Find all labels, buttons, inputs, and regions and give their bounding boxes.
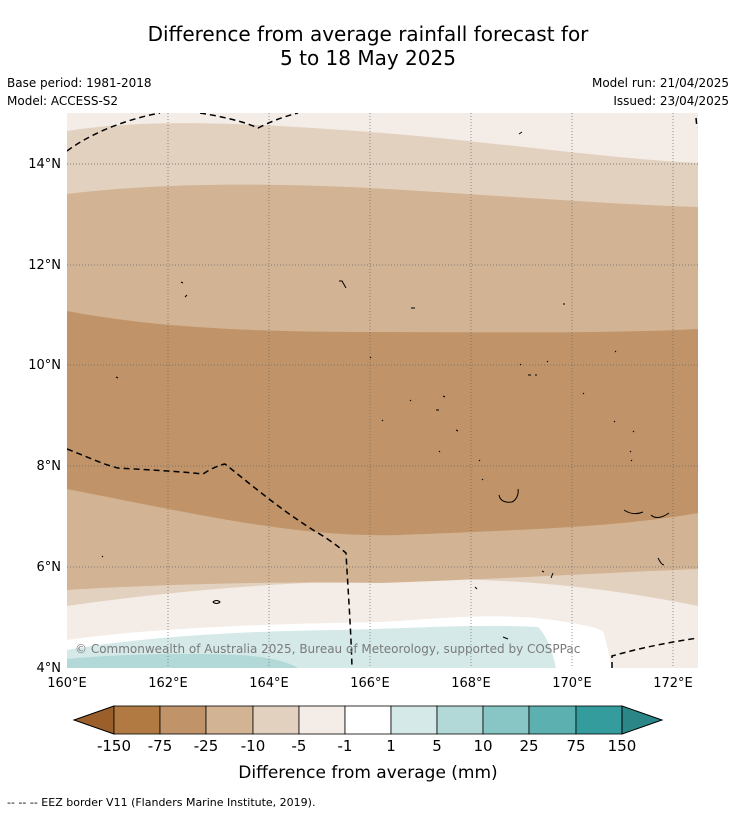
lat-tick-label: 4°N <box>37 661 62 676</box>
colorbar-tick-label: -25 <box>194 737 219 755</box>
colorbar: -150 -75 -25 -10 -5 -1 1 5 10 25 75 150 … <box>72 705 664 783</box>
colorbar-tick-label: 1 <box>386 737 396 755</box>
colorbar-bin <box>205 705 254 735</box>
island-outlines <box>101 131 670 640</box>
colorbar-bin <box>482 705 530 735</box>
colorbar-bin <box>113 705 161 735</box>
eez-borders <box>67 113 698 668</box>
copyright-notice: © Commonwealth of Australia 2025, Bureau… <box>75 642 580 656</box>
colorbar-bin <box>528 705 577 735</box>
title-line-1: Difference from average rainfall forecas… <box>147 22 589 46</box>
map-title: Difference from average rainfall forecas… <box>0 22 736 70</box>
meta-right: Model run: 21/04/2025 Issued: 23/04/2025 <box>592 74 729 110</box>
lat-axis: 14°N 12°N 10°N 8°N 6°N 4°N <box>28 157 61 676</box>
colorbar-tick-label: 10 <box>473 737 492 755</box>
lat-tick-label: 10°N <box>28 358 61 373</box>
lon-tick-label: 168°E <box>451 676 491 691</box>
rainfall-map: © Commonwealth of Australia 2025, Bureau… <box>28 113 698 783</box>
colorbar-tick-label: -150 <box>97 737 131 755</box>
issued-date: Issued: 23/04/2025 <box>613 94 729 108</box>
lon-axis: 160°E 162°E 164°E 166°E 168°E 170°E 172°… <box>47 676 693 691</box>
lat-tick-label: 8°N <box>37 459 62 474</box>
colorbar-tick-label: -75 <box>148 737 173 755</box>
colorbar-extend-high <box>621 705 664 735</box>
fill-neg75-neg25 <box>67 311 698 536</box>
model-run: Model run: 21/04/2025 <box>591 76 729 90</box>
colorbar-tick-label: 75 <box>566 737 585 755</box>
colorbar-tick-label: 5 <box>432 737 442 755</box>
lon-tick-label: 164°E <box>249 676 289 691</box>
colorbar-tick-label: 25 <box>519 737 538 755</box>
meta-left: Base period: 1981-2018 Model: ACCESS-S2 <box>7 74 152 110</box>
colorbar-tick-label: -5 <box>292 737 307 755</box>
colorbar-bin <box>436 705 484 735</box>
colorbar-tick-label: -1 <box>338 737 353 755</box>
title-line-2: 5 to 18 May 2025 <box>280 46 456 70</box>
colorbar-bin <box>390 705 438 735</box>
colorbar-label: Difference from average (mm) <box>238 763 497 783</box>
lat-tick-label: 14°N <box>28 157 61 172</box>
colorbar-tick-label: 150 <box>608 737 637 755</box>
colorbar-bin <box>344 705 392 735</box>
lon-tick-label: 170°E <box>552 676 592 691</box>
lon-tick-label: 160°E <box>47 676 87 691</box>
colorbar-bin <box>298 705 346 735</box>
fill-5-10 <box>67 654 298 668</box>
grid-lines <box>67 113 698 668</box>
lon-tick-label: 166°E <box>350 676 390 691</box>
lat-tick-label: 6°N <box>37 560 62 575</box>
contour-fills <box>67 113 698 668</box>
lon-tick-label: 172°E <box>653 676 693 691</box>
colorbar-bin <box>575 705 623 735</box>
colorbar-tick-label: -10 <box>241 737 266 755</box>
colorbar-bin <box>252 705 300 735</box>
colorbar-ticks: -150 -75 -25 -10 -5 -1 1 5 10 25 75 150 <box>97 737 636 755</box>
lat-tick-label: 12°N <box>28 258 61 273</box>
lon-tick-label: 162°E <box>148 676 188 691</box>
colorbar-extend-low <box>72 705 115 735</box>
base-period: Base period: 1981-2018 <box>7 76 152 90</box>
model-name: Model: ACCESS-S2 <box>7 94 119 108</box>
eez-legend-note: -- -- -- EEZ border V11 (Flanders Marine… <box>7 796 316 809</box>
colorbar-bin <box>159 705 207 735</box>
